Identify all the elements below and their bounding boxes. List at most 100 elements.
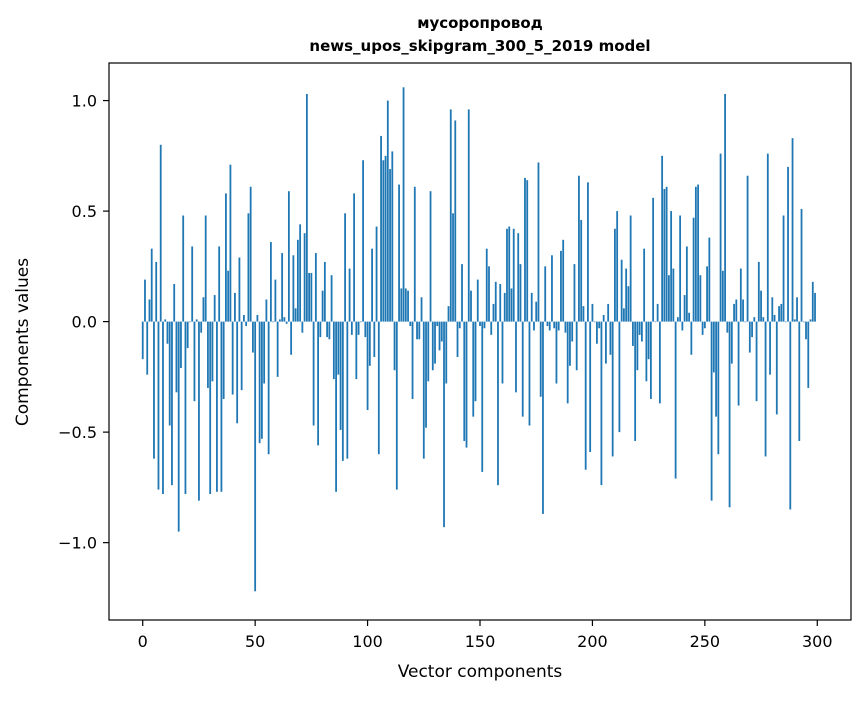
bar-41 [234, 292, 236, 322]
bar-156 [492, 303, 495, 322]
bar-64 [285, 321, 288, 324]
bar-246 [694, 186, 697, 322]
bar-100 [366, 321, 369, 411]
bar-53 [260, 321, 263, 439]
bar-49 [252, 321, 254, 353]
x-axis-ticks: 0 50 100 150 200 250 300 [138, 620, 833, 651]
bar-22 [191, 246, 194, 322]
bar-80 [321, 290, 324, 322]
bar-37 [225, 193, 227, 322]
bar-16 [177, 321, 180, 532]
bar-169 [521, 321, 524, 417]
bar-234 [667, 275, 670, 322]
bar-215 [625, 268, 628, 322]
bar-36 [222, 321, 225, 399]
bar-208 [609, 321, 612, 355]
bar-14 [173, 284, 176, 322]
bar-32 [213, 295, 216, 322]
bar-81 [323, 261, 326, 322]
bar-219 [634, 321, 637, 441]
bar-178 [542, 321, 544, 514]
bar-275 [760, 290, 762, 322]
bar-298 [811, 281, 814, 322]
bar-91 [346, 321, 349, 459]
bar-248 [699, 275, 702, 322]
bar-110 [389, 169, 391, 322]
bar-225 [647, 321, 650, 360]
bar-170 [524, 177, 526, 322]
bar-65 [287, 191, 290, 322]
bar-106 [380, 135, 382, 322]
bar-269 [746, 175, 749, 322]
bar-210 [614, 228, 616, 322]
bar-230 [658, 321, 661, 404]
bar-236 [672, 268, 675, 322]
bar-17 [180, 321, 182, 369]
bar-153 [485, 248, 488, 322]
bar-263 [733, 303, 735, 322]
bar-254 [712, 321, 715, 373]
bar-43 [238, 257, 241, 322]
bar-134 [443, 321, 445, 528]
bar-20 [186, 321, 189, 349]
bar-158 [497, 321, 499, 486]
bar-143 [463, 321, 466, 441]
bar-78 [317, 321, 320, 446]
x-tick-label-250: 250 [690, 632, 721, 651]
bar-281 [773, 314, 776, 322]
bar-34 [218, 246, 221, 322]
bar-270 [748, 321, 751, 353]
x-axis-label: Vector components [398, 662, 563, 682]
bar-59 [274, 279, 277, 322]
y-axis-ticks: −1.0 −0.5 0.0 0.5 1.0 [58, 92, 109, 553]
bar-155 [490, 321, 493, 335]
bar-55 [265, 299, 268, 322]
bar-63 [283, 317, 286, 322]
y-tick-label-2: 0.0 [72, 313, 97, 332]
bar-138 [452, 213, 454, 322]
bar-42 [236, 321, 239, 424]
bar-273 [755, 321, 758, 402]
bar-1 [144, 279, 146, 322]
bar-104 [375, 226, 378, 322]
bar-8 [159, 144, 162, 322]
bar-251 [706, 266, 708, 322]
bar-271 [751, 321, 753, 338]
bar-114 [398, 184, 400, 322]
bar-268 [744, 321, 747, 323]
bar-284 [780, 303, 783, 322]
bar-95 [355, 321, 358, 380]
bar-173 [530, 292, 533, 322]
x-tick-label-0: 0 [138, 632, 148, 651]
bar-128 [429, 191, 432, 322]
bar-60 [276, 321, 279, 377]
bar-47 [247, 213, 250, 322]
bar-21 [189, 321, 191, 323]
bar-218 [631, 321, 634, 346]
bar-152 [483, 321, 486, 329]
x-tick-label-100: 100 [352, 632, 383, 651]
bar-103 [373, 321, 376, 357]
bar-94 [353, 193, 355, 322]
bar-167 [517, 233, 520, 322]
bar-12 [168, 321, 171, 426]
bar-10 [164, 319, 167, 322]
bar-171 [526, 180, 529, 322]
bar-278 [766, 153, 769, 322]
bar-213 [620, 259, 623, 322]
y-tick-label-1: −0.5 [58, 423, 97, 442]
bar-141 [458, 321, 461, 329]
bar-163 [508, 226, 511, 322]
bar-71 [301, 321, 304, 333]
bar-205 [602, 314, 605, 322]
bar-179 [544, 266, 547, 322]
bar-7 [157, 321, 160, 490]
bar-38 [227, 270, 230, 322]
bar-192 [573, 264, 576, 322]
bar-241 [683, 295, 686, 322]
bar-182 [551, 255, 553, 322]
bar-249 [701, 321, 704, 335]
bar-124 [420, 297, 423, 322]
bar-84 [330, 275, 333, 322]
